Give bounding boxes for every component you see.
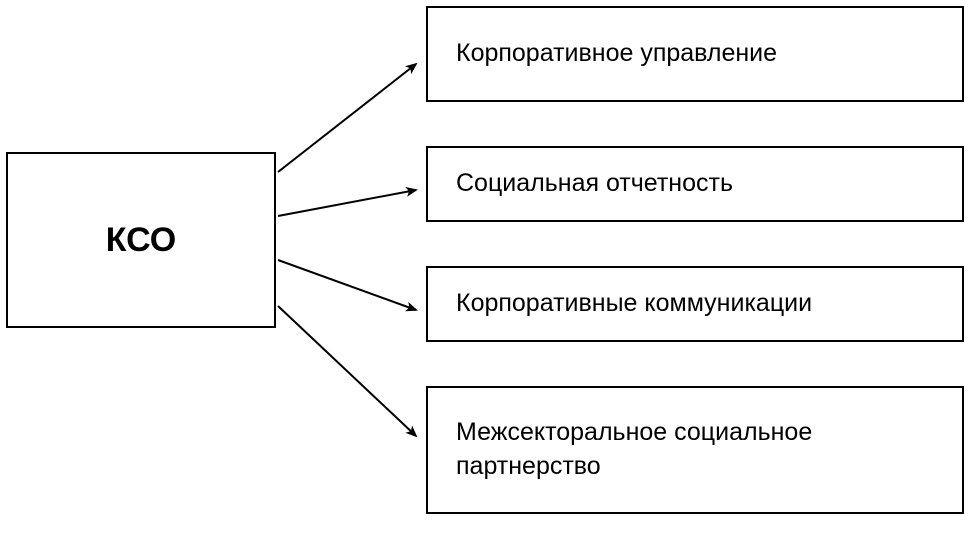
target-node-label-2: Корпоративные коммуникации	[456, 287, 812, 321]
target-node-label-3: Межсекторальное социальное партнерство	[456, 416, 938, 484]
arrow-2	[278, 260, 416, 310]
arrow-1	[278, 190, 416, 216]
target-node-2: Корпоративные коммуникации	[426, 266, 964, 342]
source-node-label: КСО	[106, 221, 176, 260]
arrow-3	[278, 306, 416, 436]
source-node: КСО	[6, 152, 276, 328]
target-node-label-0: Корпоративное управление	[456, 37, 777, 71]
target-node-3: Межсекторальное социальное партнерство	[426, 386, 964, 514]
target-node-0: Корпоративное управление	[426, 6, 964, 102]
arrow-0	[278, 64, 416, 172]
target-node-1: Социальная отчетность	[426, 146, 964, 222]
target-node-label-1: Социальная отчетность	[456, 167, 733, 201]
